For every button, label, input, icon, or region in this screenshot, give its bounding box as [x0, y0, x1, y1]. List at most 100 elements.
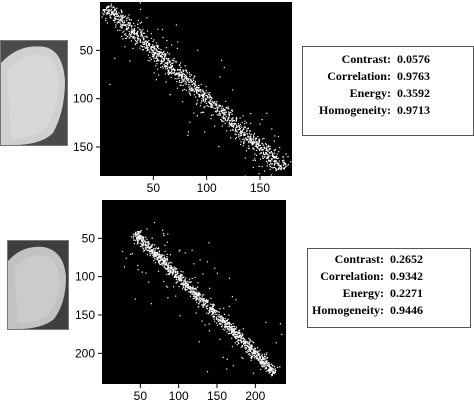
scatter-point: [283, 161, 285, 163]
scatter-point: [154, 248, 156, 250]
scatter-point: [154, 255, 156, 257]
scatter-point: [183, 73, 185, 75]
scatter-point: [236, 336, 238, 338]
scatter-point: [258, 173, 260, 175]
scatter-point: [263, 156, 266, 158]
scatter-point: [228, 115, 230, 117]
scatter-point: [151, 246, 153, 248]
scatter-point: [203, 91, 205, 93]
scatter-point: [137, 240, 139, 242]
scatter-point: [169, 66, 171, 69]
scatter-point: [187, 285, 189, 287]
scatter-point: [185, 282, 188, 284]
scatter-point: [133, 239, 135, 241]
scatter-point: [154, 253, 156, 255]
scatter-point: [199, 105, 201, 107]
scatter-point: [207, 304, 209, 306]
scatter-point: [251, 141, 253, 143]
scatter-point: [152, 256, 154, 258]
scatter-point: [212, 101, 214, 104]
scatter-point: [262, 357, 264, 359]
scatter-point: [144, 244, 146, 247]
scatter-point: [146, 36, 148, 38]
scatter-point: [171, 267, 173, 270]
scatter-point: [121, 23, 123, 26]
scatter-point: [114, 10, 116, 12]
scatter-point: [166, 264, 168, 266]
scatter-point: [153, 49, 155, 51]
scatter-point: [268, 364, 270, 366]
scatter-point: [170, 270, 172, 273]
scatter-point: [149, 251, 151, 253]
scatter-point: [201, 299, 203, 301]
scatter-point: [249, 339, 251, 341]
scatter-point: [235, 331, 237, 333]
scatter-point: [276, 162, 278, 165]
scatter-point: [124, 24, 126, 26]
scatter-point: [165, 47, 168, 49]
scatter-point: [165, 62, 167, 64]
scatter-point: [177, 68, 179, 71]
scatter-point: [126, 24, 128, 26]
scatter-point: [266, 149, 268, 151]
scatter-point: [246, 341, 248, 343]
scatter-point: [197, 84, 199, 87]
scatter-point: [195, 87, 197, 89]
scatter-point: [144, 247, 147, 249]
scatter-point: [143, 241, 145, 243]
scatter-point: [253, 141, 255, 143]
scatter-point: [252, 159, 254, 161]
scatter-point: [242, 328, 244, 330]
scatter-point: [222, 321, 224, 323]
scatter-point: [248, 142, 250, 144]
scatter-point: [221, 320, 223, 322]
scatter-point: [190, 78, 192, 80]
scatter-point: [256, 352, 258, 354]
scatter-point: [162, 67, 164, 69]
scatter-point: [227, 117, 229, 119]
scatter-point: [166, 268, 168, 270]
scatter-point: [185, 285, 187, 287]
scatter-point: [157, 259, 159, 261]
scatter-point: [192, 298, 194, 300]
scatter-point: [180, 276, 182, 278]
scatter-point: [106, 12, 108, 14]
scatter-point: [147, 242, 150, 244]
scatter-point: [126, 20, 128, 22]
scatter-point: [185, 282, 187, 284]
scatter-point: [240, 340, 242, 342]
scatter-point: [238, 336, 240, 338]
scatter-point: [108, 12, 110, 15]
scatter-point: [236, 331, 238, 333]
scatter-point: [240, 132, 242, 134]
scatter-point: [169, 61, 171, 63]
scatter-point: [194, 88, 196, 90]
scatter-point: [159, 56, 161, 58]
scatter-point: [176, 281, 178, 283]
scatter-point: [271, 375, 273, 377]
scatter-point: [126, 26, 128, 28]
scatter-point: [267, 155, 269, 157]
scatter-point: [253, 138, 255, 140]
scatter-point: [174, 61, 176, 63]
scatter-point: [127, 16, 129, 18]
scatter-point: [151, 46, 154, 48]
scatter-point: [194, 82, 196, 84]
scatter-point: [214, 101, 216, 103]
scatter-point: [143, 39, 145, 41]
stat-value: 0.0576: [396, 52, 430, 66]
scatter-point: [229, 123, 231, 125]
scatter-point: [270, 370, 272, 372]
scatter-point: [155, 55, 157, 57]
scatter-point: [261, 365, 263, 367]
scatter-point: [183, 280, 185, 282]
scatter-point: [188, 288, 190, 290]
scatter-point: [137, 35, 139, 37]
scatter-point: [254, 353, 256, 355]
scatter-point: [276, 155, 278, 158]
scatter-point: [261, 138, 264, 140]
scatter-point: [192, 287, 194, 289]
scatter-point: [135, 232, 137, 234]
scatter-point: [108, 6, 110, 8]
scatter-point: [223, 117, 225, 119]
